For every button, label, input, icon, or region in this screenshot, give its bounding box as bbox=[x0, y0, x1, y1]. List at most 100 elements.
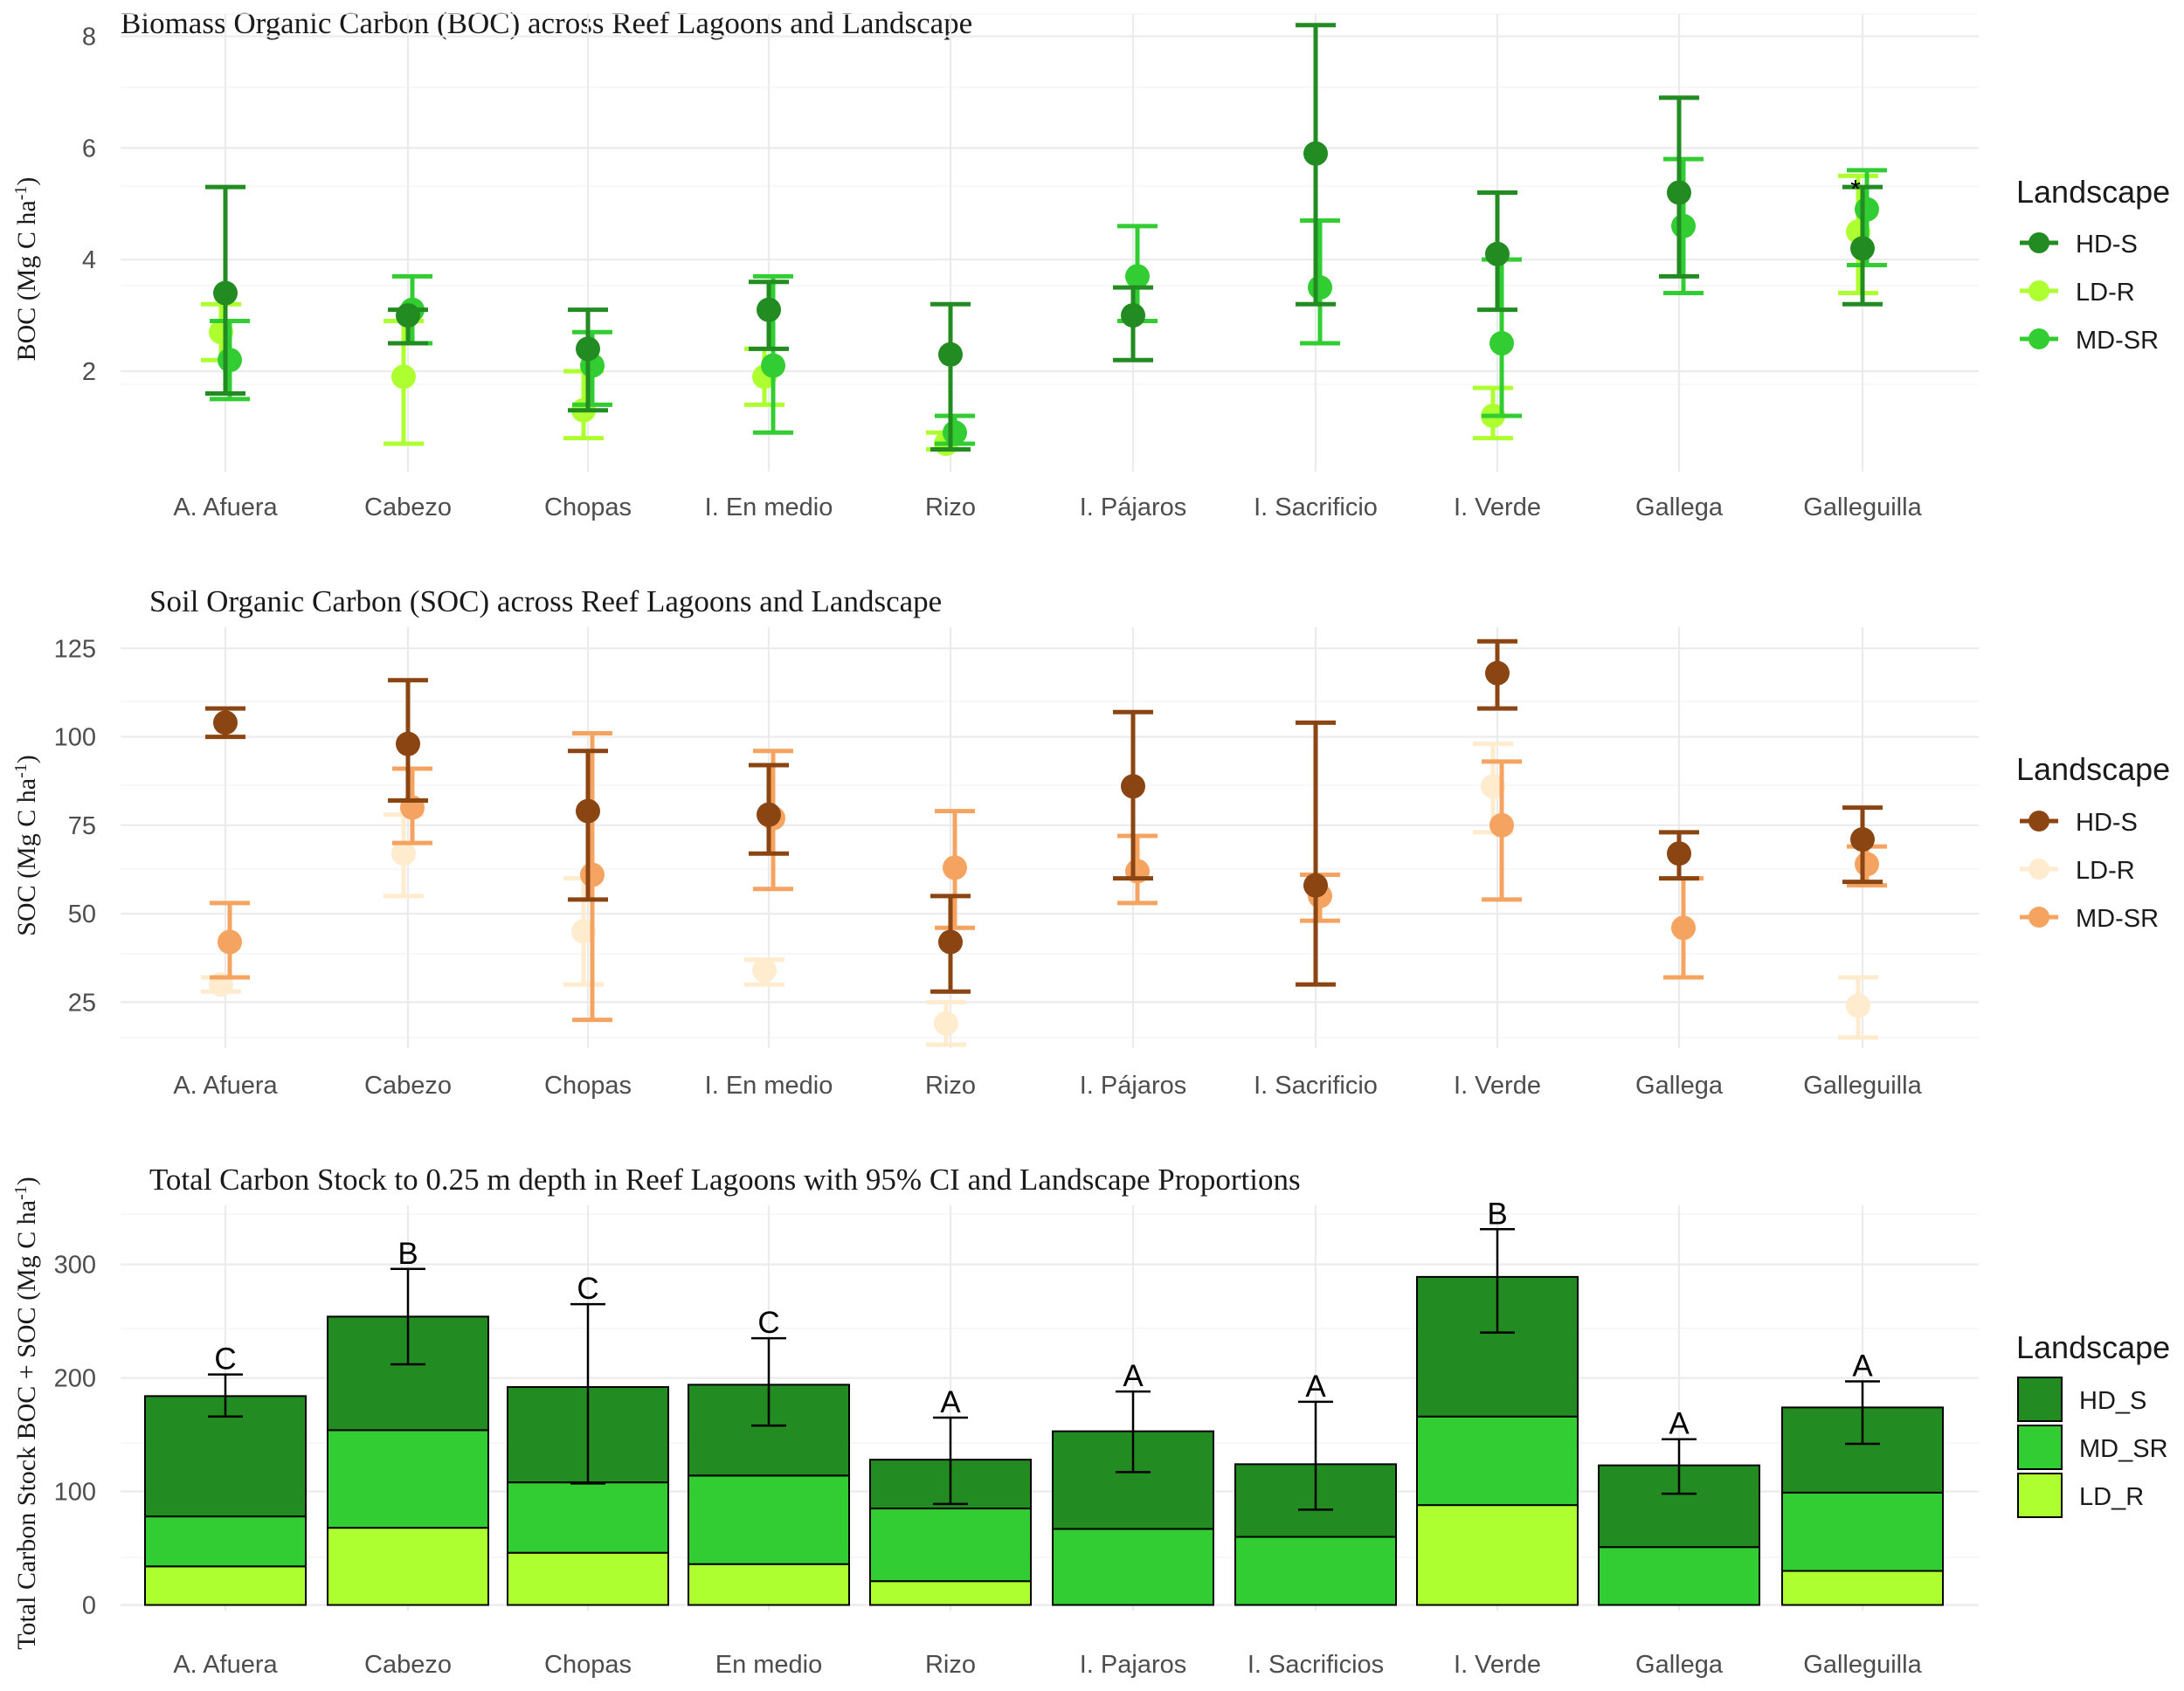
boc-y-ticks: 2 4 6 8 bbox=[82, 24, 1979, 386]
soc-title: Soil Organic Carbon (SOC) across Reef La… bbox=[149, 584, 942, 618]
boc-annotation-galleguilla: * bbox=[1850, 175, 1861, 204]
soc-x-tick-chopas: Chopas bbox=[544, 1072, 632, 1100]
soc-md-sr-i-verde-point bbox=[1489, 812, 1514, 838]
soc-x-ticks: A. Afuera Cabezo Chopas I. En medio Rizo I. P… bbox=[173, 1072, 1922, 1100]
boc-title: Biomass Organic Carbon (BOC) across Reef… bbox=[121, 6, 972, 40]
boc-hd-s-chopas-point bbox=[576, 336, 600, 362]
soc-y-axis-label: SOC (Mg C ha-1) bbox=[11, 755, 41, 936]
total-legend-label-md-sr: MD_SR bbox=[2079, 1435, 2168, 1463]
total-bar-ld-r-rizo bbox=[869, 1580, 1032, 1606]
soc-y-tick-125: 125 bbox=[54, 635, 96, 663]
total-y-tick-100: 100 bbox=[54, 1479, 96, 1507]
total-letter-i-verde: B bbox=[1487, 1197, 1507, 1231]
total-bar-md-sr-gallega bbox=[1598, 1546, 1760, 1606]
total-bar-md-sr-i-verde bbox=[1416, 1415, 1579, 1507]
total-x-tick-cabezo: Cabezo bbox=[364, 1651, 452, 1679]
soc-hd-s-i-en-medio-point bbox=[757, 802, 781, 827]
soc-y-tick-100: 100 bbox=[54, 724, 96, 752]
total-panel: Total Carbon Stock to 0.25 m depth in Re… bbox=[11, 1163, 2170, 1679]
total-ci-rizo bbox=[933, 1416, 968, 1506]
soc-ld-r-rizo-point bbox=[934, 1011, 958, 1036]
soc-hd-s-i-verde-point bbox=[1485, 660, 1510, 686]
soc-ld-r-chopas-point bbox=[571, 919, 596, 944]
boc-md-sr-i-pajaros-point bbox=[1125, 264, 1150, 289]
boc-y-axis-label: BOC (Mg C ha-1) bbox=[11, 177, 41, 362]
boc-legend-title: Landscape bbox=[2016, 174, 2170, 210]
total-title: Total Carbon Stock to 0.25 m depth in Re… bbox=[149, 1163, 1301, 1197]
total-ci-cabezo bbox=[390, 1267, 425, 1366]
soc-x-tick-cabezo: Cabezo bbox=[364, 1072, 452, 1100]
total-ci-en-medio bbox=[751, 1336, 786, 1427]
soc-hd-s-i-sacrificio-errorbar bbox=[1296, 720, 1336, 987]
boc-hd-s-i-verde-point bbox=[1485, 241, 1510, 266]
boc-legend-label-md-sr: MD-SR bbox=[2076, 327, 2159, 355]
total-ci-i-pajaros bbox=[1116, 1390, 1151, 1474]
soc-x-tick-gallega: Gallega bbox=[1635, 1072, 1724, 1100]
total-bar-ld-r-galleguilla bbox=[1781, 1570, 1944, 1606]
total-x-tick-gallega: Gallega bbox=[1635, 1651, 1724, 1679]
soc-md-sr-gallega-point bbox=[1671, 915, 1696, 941]
boc-legend-key-md-sr bbox=[2020, 328, 2058, 349]
soc-hd-s-galleguilla-point bbox=[1850, 827, 1875, 852]
boc-md-sr-i-sacrificio-point bbox=[1308, 275, 1332, 300]
soc-vertical-grid bbox=[224, 627, 1864, 1048]
soc-hd-s-chopas-errorbar bbox=[568, 749, 608, 902]
soc-ld-r-i-verde-point bbox=[1481, 774, 1505, 799]
total-bar-hd-s-i-sacrificios bbox=[1234, 1463, 1397, 1538]
boc-y-tick-6: 6 bbox=[82, 135, 96, 162]
soc-ld-r-i-en-medio-point bbox=[752, 957, 777, 983]
boc-y-tick-2: 2 bbox=[82, 358, 96, 386]
boc-x-tick-i-verde: I. Verde bbox=[1454, 493, 1541, 521]
boc-md-sr-a-afuera-point bbox=[218, 348, 242, 373]
soc-ld-r-galleguilla-point bbox=[1846, 993, 1870, 1018]
total-y-tick-300: 300 bbox=[54, 1252, 96, 1280]
total-x-tick-chopas: Chopas bbox=[544, 1651, 632, 1679]
boc-legend-label-hd-s: HD-S bbox=[2076, 231, 2138, 259]
total-legend-swatch-hd-s bbox=[2017, 1377, 2063, 1422]
boc-md-sr-i-en-medio-point bbox=[761, 353, 785, 378]
total-bar-md-sr-chopas bbox=[507, 1481, 669, 1554]
total-legend-label-hd-s: HD_S bbox=[2079, 1387, 2146, 1415]
soc-legend-key-ld-r bbox=[2020, 859, 2058, 880]
soc-legend: Landscape HD-S LD-R MD-SR bbox=[2016, 751, 2170, 933]
soc-hd-s-i-sacrificio-point bbox=[1303, 873, 1328, 898]
total-legend-title: Landscape bbox=[2016, 1329, 2170, 1365]
total-legend: Landscape HD_S MD_SR LD_R bbox=[2016, 1329, 2170, 1518]
boc-panel: Biomass Organic Carbon (BOC) across Reef… bbox=[11, 6, 2170, 521]
total-ci-a-afuera bbox=[208, 1373, 243, 1418]
soc-md-sr-galleguilla-point bbox=[1855, 852, 1879, 877]
total-bar-md-sr-galleguilla bbox=[1781, 1491, 1944, 1572]
total-ci-i-verde bbox=[1480, 1228, 1515, 1334]
total-bar-ld-r-i-verde bbox=[1416, 1504, 1579, 1606]
total-x-tick-a-afuera: A. Afuera bbox=[173, 1651, 278, 1679]
boc-marks: * bbox=[201, 23, 1887, 457]
soc-md-sr-rizo-point bbox=[943, 855, 967, 880]
total-letter-en-medio: C bbox=[757, 1306, 779, 1340]
total-ci-chopas bbox=[570, 1302, 605, 1485]
total-letter-rizo: A bbox=[940, 1385, 961, 1419]
soc-y-tick-75: 75 bbox=[68, 812, 96, 840]
total-y-tick-200: 200 bbox=[54, 1365, 96, 1393]
total-bar-md-sr-i-pajaros bbox=[1052, 1528, 1214, 1606]
soc-hd-s-gallega-point bbox=[1667, 841, 1691, 866]
soc-legend-title: Landscape bbox=[2016, 751, 2170, 787]
boc-x-tick-gallega: Gallega bbox=[1635, 493, 1724, 521]
boc-hd-s-gallega-point bbox=[1667, 180, 1691, 205]
total-ci-i-sacrificios bbox=[1298, 1400, 1333, 1511]
soc-grid bbox=[121, 701, 1979, 1039]
total-y-axis-label: Total Carbon Stock BOC + SOC (Mg C ha-1) bbox=[11, 1177, 41, 1650]
boc-x-tick-i-en-medio: I. En medio bbox=[705, 493, 833, 521]
soc-hd-s-chopas-point bbox=[576, 798, 600, 824]
boc-x-tick-i-sacrificio: I. Sacrificio bbox=[1254, 493, 1378, 521]
soc-x-tick-a-afuera: A. Afuera bbox=[173, 1072, 278, 1100]
soc-x-tick-i-verde: I. Verde bbox=[1454, 1072, 1541, 1100]
total-letter-galleguilla: A bbox=[1852, 1349, 1873, 1383]
total-bar-ld-r-cabezo bbox=[327, 1527, 489, 1606]
total-bar-md-sr-cabezo bbox=[327, 1429, 489, 1529]
boc-x-tick-i-pajaros: I. Pájaros bbox=[1080, 493, 1187, 521]
boc-hd-s-i-en-medio-point bbox=[757, 297, 781, 322]
total-letter-a-afuera: C bbox=[214, 1342, 236, 1377]
boc-x-tick-rizo: Rizo bbox=[925, 493, 976, 521]
boc-md-sr-rizo-point bbox=[943, 420, 967, 445]
boc-md-sr-i-verde-point bbox=[1489, 331, 1514, 356]
